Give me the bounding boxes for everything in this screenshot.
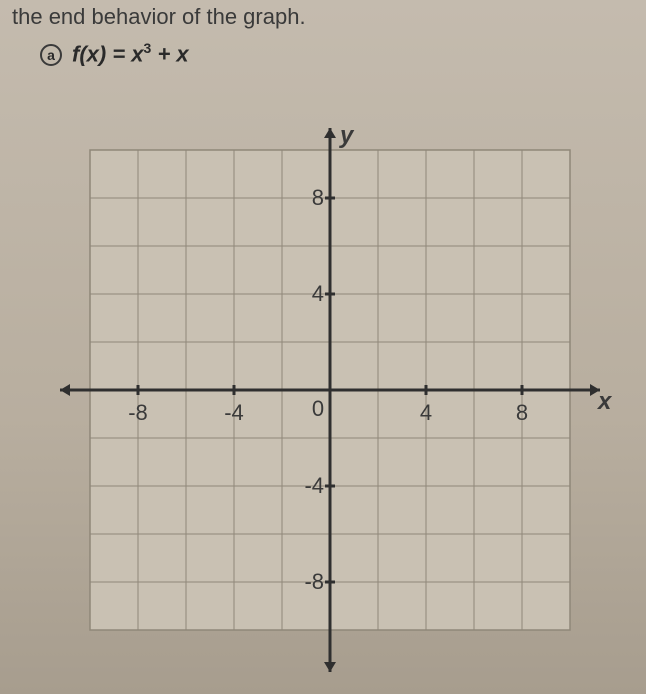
y-tick-label: 4 [288, 281, 324, 307]
question-letter-badge: a [40, 44, 62, 66]
x-tick-label: -4 [216, 400, 252, 426]
x-tick-label: 4 [408, 400, 444, 426]
formula: f(x) = x3 + x [72, 40, 189, 67]
coordinate-grid-chart: y x 0 -8 -4 4 8 8 4 -4 -8 [50, 120, 610, 680]
y-tick-label: -4 [288, 473, 324, 499]
x-axis-label: x [598, 388, 611, 416]
question-letter: a [47, 47, 55, 63]
y-axis-label: y [340, 122, 353, 150]
origin-label: 0 [308, 396, 328, 422]
y-tick-label: 8 [288, 185, 324, 211]
x-tick-label: 8 [504, 400, 540, 426]
prompt-text: the end behavior of the graph. [12, 4, 306, 30]
y-tick-label: -8 [288, 569, 324, 595]
x-tick-label: -8 [120, 400, 156, 426]
